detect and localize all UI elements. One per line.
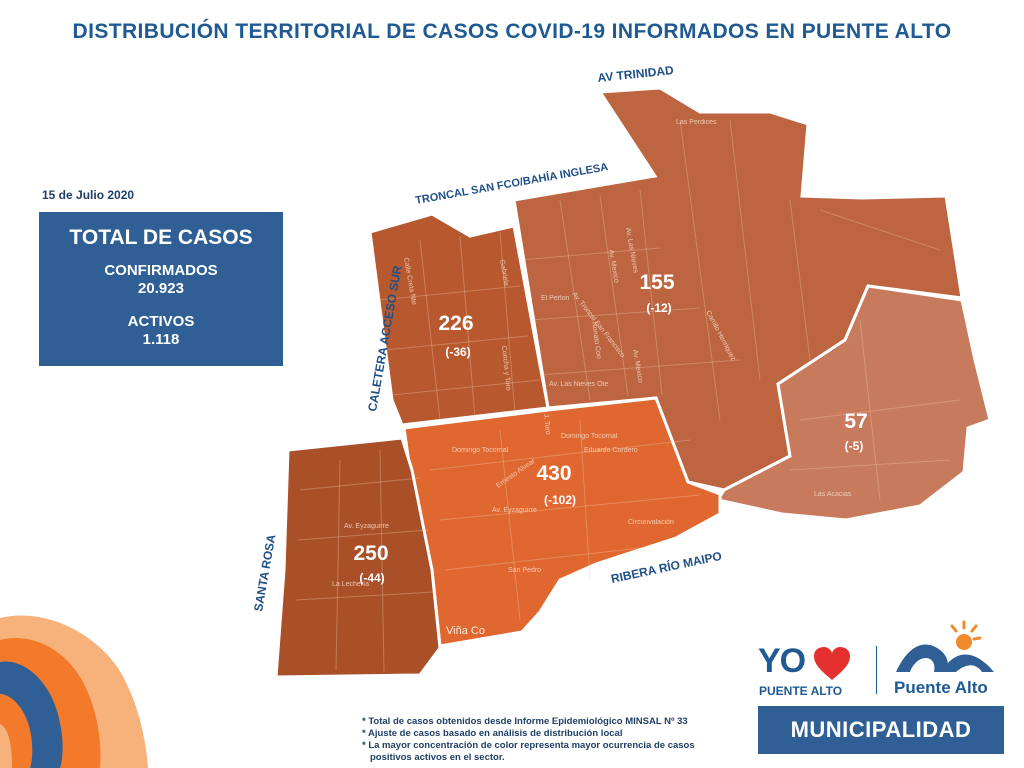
zone-e-shape[interactable]	[715, 284, 992, 522]
logo-divider	[876, 646, 877, 694]
street-label: Viña Co	[446, 625, 485, 637]
street-label: Av. Las Nieves Ote	[549, 381, 608, 388]
street-label: El Peñon	[541, 295, 570, 302]
border-label-av-trinidad: AV TRINIDAD	[597, 63, 675, 85]
street-label: La Lechería	[332, 581, 369, 588]
puente-alto-emblem-icon	[896, 620, 994, 672]
municipalidad-banner: MUNICIPALIDAD	[758, 706, 1004, 754]
active-label: ACTIVOS	[127, 313, 195, 330]
zone-count: 250	[353, 542, 388, 565]
zone-count: 57	[844, 410, 867, 433]
puente-alto-logo-text: Puente Alto	[894, 678, 988, 697]
puente-alto-logo: Puente Alto	[888, 616, 1008, 702]
zone-sw-shape[interactable]	[274, 436, 442, 679]
border-label-santa-rosa: SANTA ROSA	[251, 533, 278, 613]
footnote: * Total de casos obtenidos desde Informe…	[362, 716, 688, 727]
totals-panel: TOTAL DE CASOS CONFIRMADOS 20.923 ACTIVO…	[39, 212, 283, 366]
street-label: San Pedro	[508, 567, 541, 574]
street-label: Gabriela	[498, 259, 510, 286]
page-title: DISTRIBUCIÓN TERRITORIAL DE CASOS COVID-…	[72, 20, 952, 43]
confirmed-value: 20.923	[138, 280, 184, 297]
street-label: Domingo Tocornal	[452, 447, 509, 454]
footnote: positivos activos en el sector.	[370, 752, 505, 763]
report-date: 15 de Julio 2020	[42, 188, 135, 202]
footnote: * La mayor concentración de color repres…	[362, 740, 695, 751]
street-label: Eduardo Cordero	[584, 447, 638, 454]
zone-delta: (-102)	[544, 493, 576, 507]
zone-count: 430	[536, 462, 571, 485]
heart-icon	[814, 647, 850, 680]
street-label: Domingo Tocornal	[561, 433, 618, 440]
street-label: Concha y Toro	[500, 345, 512, 391]
yo-puente-alto-logo: YO PUENTE ALTO	[758, 642, 858, 704]
zone-delta: (-44)	[359, 571, 384, 585]
street-label: Circunvalación	[628, 519, 674, 526]
street-label: Las Acacias	[814, 491, 852, 498]
street-label: Av. Eyzaguirre	[344, 523, 389, 530]
footnote: * Ajuste de casos basado en análisis de …	[362, 728, 623, 739]
zone-delta: (-12)	[646, 301, 671, 315]
totals-heading: TOTAL DE CASOS	[69, 226, 253, 249]
active-value: 1.118	[142, 331, 180, 348]
zone-nw-shape[interactable]	[368, 212, 550, 427]
street-label: Las Perdices	[676, 119, 717, 126]
street-grid	[295, 119, 961, 673]
yo-logo-text: YO	[758, 642, 806, 680]
street-label: Av. Eyzaguirre	[492, 507, 537, 514]
zone-delta: (-36)	[445, 345, 470, 359]
yo-logo-subtitle: PUENTE ALTO	[759, 684, 843, 698]
street-label: J. Toro	[542, 413, 551, 435]
zone-count: 226	[438, 312, 473, 335]
wave-light	[0, 724, 12, 768]
zone-count: 155	[639, 271, 674, 294]
zone-delta: (-5)	[845, 439, 864, 453]
confirmed-label: CONFIRMADOS	[104, 262, 218, 279]
footnotes: * Total de casos obtenidos desde Informe…	[362, 716, 742, 764]
